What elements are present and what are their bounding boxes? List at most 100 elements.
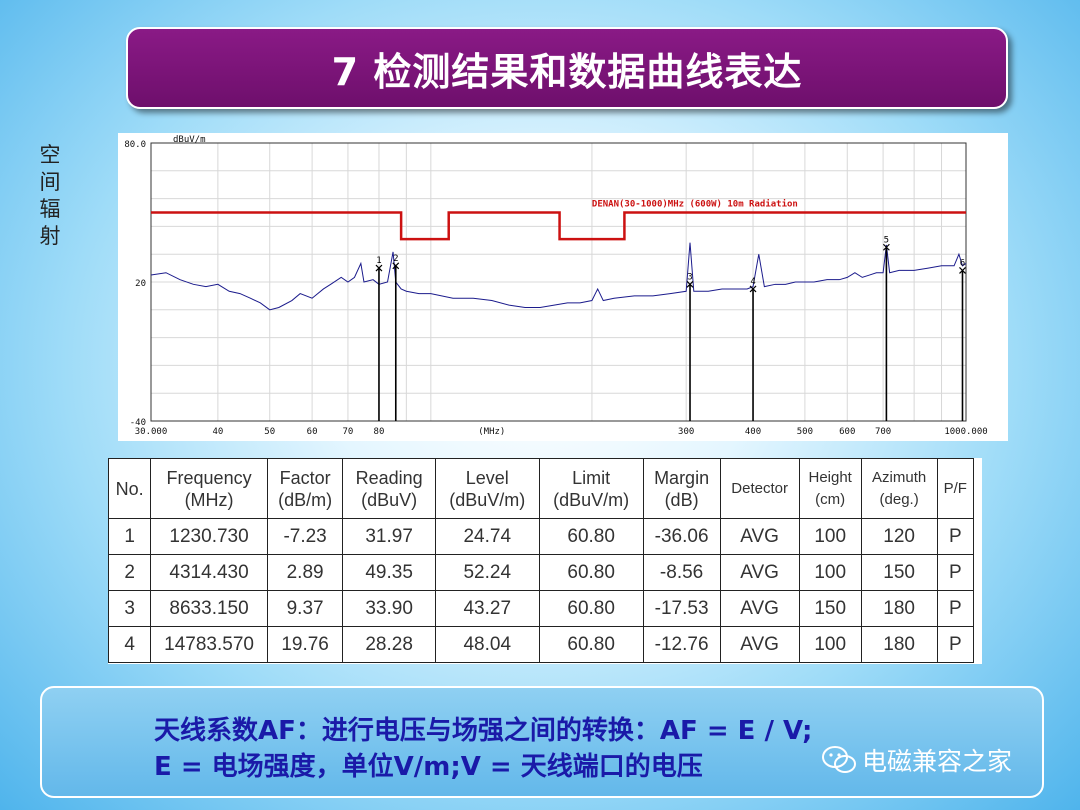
x-tick-label: 40	[212, 427, 223, 437]
table-cell: AVG	[719, 554, 800, 591]
marker-x	[749, 285, 757, 293]
x-tick-label: 700	[875, 427, 891, 437]
table-header-cell: Factor (dB/m)	[266, 458, 344, 519]
table-header-cell: Level (dBuV/m)	[434, 458, 540, 519]
table-cell: 150	[798, 590, 862, 627]
limit-line-label: DENAN(30-1000)MHz (600W) 10m Radiation	[592, 199, 798, 210]
x-tick-label: 600	[839, 427, 855, 437]
x-tick-label: 50	[264, 427, 275, 437]
table-cell: -12.76	[642, 626, 721, 663]
x-tick-label: 500	[797, 427, 813, 437]
x-tick-label: 300	[678, 427, 694, 437]
table-cell: P	[936, 554, 975, 591]
header-text: Limit	[572, 467, 611, 488]
x-tick-label: 1000.000	[944, 427, 987, 437]
y-tick-label: -40	[130, 418, 146, 428]
table-cell: 100	[798, 626, 862, 663]
table-cell: 1	[107, 518, 152, 555]
marker-x	[375, 264, 383, 272]
table-header-cell: Margin (dB)	[642, 458, 721, 519]
table-cell: P	[936, 590, 975, 627]
header-text: Frequency	[166, 467, 252, 488]
table-header-cell: Height (cm)	[798, 458, 862, 519]
header-text: Factor	[279, 467, 331, 488]
side-label: 空间辐射	[39, 143, 61, 248]
table-cell: 8633.150	[150, 590, 268, 627]
x-tick-label: 70	[343, 427, 354, 437]
emission-chart: 80.0 20 -40 dBuV/m 30.000 40 50 60 70 80 300 400 500…	[118, 133, 1008, 441]
table-cell: 100	[798, 518, 862, 555]
table-cell: -8.56	[642, 554, 721, 591]
header-text: Height	[808, 468, 852, 486]
table-cell: 100	[798, 554, 862, 591]
header-text: Reading	[355, 467, 423, 488]
marker-x	[959, 266, 966, 274]
table-cell: P	[936, 626, 975, 663]
table-cell: 49.35	[342, 554, 436, 591]
marker-x	[882, 243, 890, 251]
table-header-cell: P/F	[936, 458, 975, 519]
table-header-cell: No.	[107, 458, 152, 519]
x-tick-label: 400	[745, 427, 761, 437]
measurement-trace	[150, 242, 967, 311]
limit-line	[151, 211, 966, 241]
table-row: 1 1230.730 -7.23 31.97 24.74 60.80 -36.06 AVG 10…	[107, 518, 975, 555]
table-cell: 24.74	[434, 518, 540, 555]
x-tick-label: 30.000	[135, 427, 168, 437]
header-text: (dBuV)	[361, 489, 418, 510]
table-cell: P	[936, 518, 975, 555]
table-cell: 3	[107, 590, 152, 627]
result-table-container: No. Frequency (MHz) Factor (dB/m) Reading (dBu…	[107, 458, 982, 664]
table-cell: AVG	[719, 626, 800, 663]
marker-x	[686, 280, 694, 288]
table-header-cell: Azimuth (deg.)	[860, 458, 938, 519]
table-cell: 180	[860, 626, 938, 663]
table-cell: 1230.730	[150, 518, 268, 555]
watermark-text: 电磁兼容之家	[862, 747, 1013, 776]
table-cell: 9.37	[266, 590, 344, 627]
watermark: 电磁兼容之家	[822, 742, 1012, 778]
table-cell: AVG	[719, 518, 800, 555]
header-text: (cm)	[815, 490, 846, 508]
table-cell: -36.06	[642, 518, 721, 555]
header-text: (MHz)	[184, 489, 234, 510]
note-line-1: 天线系数AF：进行电压与场强之间的转换：AF = E / V;	[154, 716, 813, 746]
table-cell: 31.97	[342, 518, 436, 555]
table-cell: 2	[107, 554, 152, 591]
marker-label: 3	[687, 272, 692, 282]
marker-label: 5	[884, 235, 889, 245]
header-text: Azimuth	[872, 468, 927, 486]
table-cell: 60.80	[538, 554, 644, 591]
table-row: 2 4314.430 2.89 49.35 52.24 60.80 -8.56 AVG 100 1…	[107, 554, 975, 591]
table-cell: 60.80	[538, 590, 644, 627]
table-cell: 120	[860, 518, 938, 555]
header-text: (dBuV/m)	[449, 489, 526, 510]
result-table: No. Frequency (MHz) Factor (dB/m) Reading (dBu…	[107, 458, 975, 663]
marker-x	[392, 262, 400, 270]
table-header-cell: Limit (dBuV/m)	[538, 458, 644, 519]
header-text: (dB)	[664, 489, 699, 510]
wechat-icon	[822, 746, 856, 773]
table-cell: 2.89	[266, 554, 344, 591]
header-text: (dBuV/m)	[553, 489, 630, 510]
table-cell: 4314.430	[150, 554, 268, 591]
table-cell: 48.04	[434, 626, 540, 663]
table-header-cell: Frequency (MHz)	[150, 458, 268, 519]
y-axis-unit: dBuV/m	[173, 135, 206, 145]
note-box: 天线系数AF：进行电压与场强之间的转换：AF = E / V; E = 电场强度…	[40, 686, 1044, 798]
header-text: (dB/m)	[278, 489, 333, 510]
y-tick-label: 20	[135, 279, 146, 289]
table-cell: 60.80	[538, 626, 644, 663]
table-row: 4 14783.570 19.76 28.28 48.04 60.80 -12.76 AVG 1…	[107, 626, 975, 663]
marker-label: 1	[376, 256, 381, 266]
header-text: (deg.)	[879, 490, 919, 508]
chart-svg: 80.0 20 -40 dBuV/m 30.000 40 50 60 70 80 300 400 500…	[124, 135, 987, 437]
table-header-row: No. Frequency (MHz) Factor (dB/m) Reading (dBu…	[107, 458, 975, 519]
x-tick-label: 60	[307, 427, 318, 437]
marker-label: 4	[750, 277, 755, 287]
table-cell: 14783.570	[150, 626, 268, 663]
table-cell: 180	[860, 590, 938, 627]
table-cell: 28.28	[342, 626, 436, 663]
title-banner: 7 检测结果和数据曲线表达	[126, 27, 1008, 109]
table-cell: 60.80	[538, 518, 644, 555]
